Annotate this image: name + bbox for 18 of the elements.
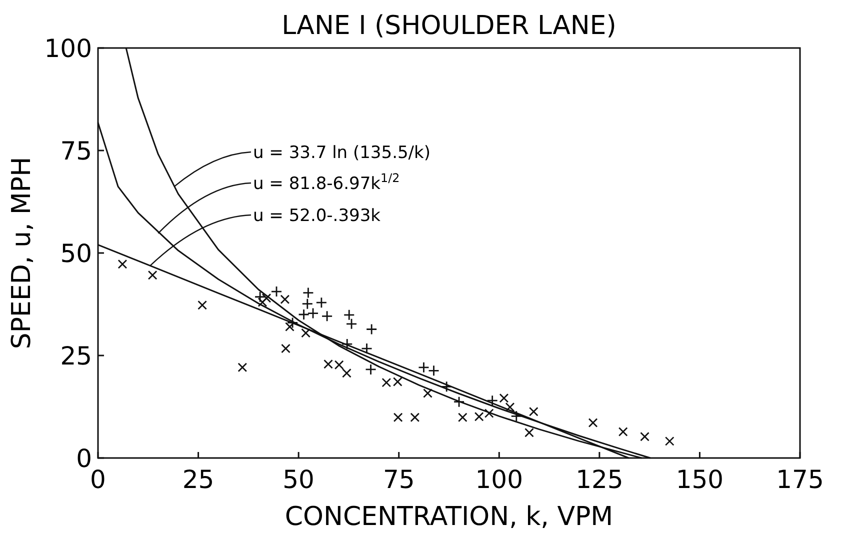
y-tick-label: 75 (60, 136, 92, 166)
x-tick-label: 100 (475, 465, 523, 494)
x-tick-label: 150 (676, 465, 724, 494)
annotation: u = 52.0-.393k (253, 206, 381, 226)
y-tick-label: 50 (60, 239, 92, 268)
y-axis-title: SPEED, u, MPH (7, 156, 37, 350)
annotation: u = 33.7 ln (135.5/k) (253, 143, 430, 163)
x-tick-label: 75 (382, 465, 415, 494)
x-axis-title: CONCENTRATION, k, VPM (284, 502, 614, 532)
y-tick-label: 100 (44, 34, 92, 63)
x-tick-label: 50 (282, 465, 314, 494)
chart-title: LANE I (SHOULDER LANE) (282, 11, 616, 41)
y-tick-label: 25 (60, 342, 92, 370)
y-tick-label: 0 (76, 444, 92, 473)
x-tick-label: 175 (776, 465, 824, 494)
annotation: u = 81.8-6.97k$^{1/2}$ (253, 171, 400, 194)
x-tick-label: 125 (576, 465, 624, 494)
x-tick-label: 25 (182, 465, 214, 494)
